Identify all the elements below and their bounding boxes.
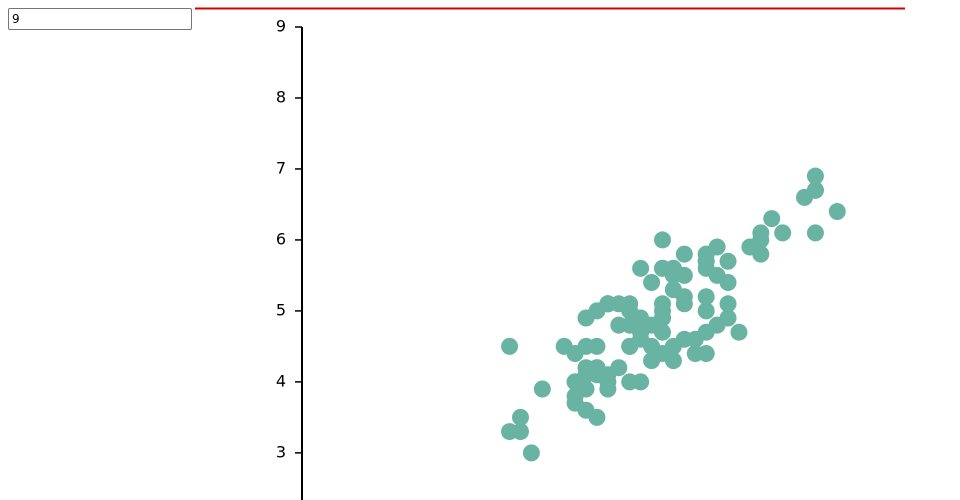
y-tick-label: 4 <box>276 371 286 390</box>
y-tick-label: 6 <box>276 229 286 248</box>
point <box>675 288 693 306</box>
point <box>522 444 540 462</box>
point <box>752 231 770 249</box>
point <box>719 252 737 270</box>
point <box>697 288 715 306</box>
point <box>653 302 671 320</box>
y-tick-label: 3 <box>276 442 286 461</box>
point <box>533 380 551 398</box>
point <box>697 252 715 270</box>
point <box>501 337 519 355</box>
point <box>697 323 715 341</box>
y-tick-label: 8 <box>276 87 286 106</box>
y-tick-label: 9 <box>276 17 286 36</box>
point <box>643 274 661 292</box>
point <box>566 394 584 412</box>
point <box>719 274 737 292</box>
point <box>577 309 595 327</box>
point <box>806 167 824 185</box>
point <box>588 408 606 426</box>
point <box>774 224 792 242</box>
point <box>632 330 650 348</box>
point <box>708 238 726 256</box>
point <box>632 259 650 277</box>
point <box>686 344 704 362</box>
point <box>806 224 824 242</box>
y-tick-label: 7 <box>276 158 286 177</box>
text-input[interactable] <box>8 8 192 30</box>
point <box>566 344 584 362</box>
point <box>752 245 770 263</box>
point <box>511 423 529 441</box>
point <box>653 231 671 249</box>
point <box>697 302 715 320</box>
point <box>806 181 824 199</box>
point <box>610 295 628 313</box>
point <box>566 373 584 391</box>
point <box>675 245 693 263</box>
point <box>643 352 661 370</box>
point <box>588 366 606 384</box>
point <box>828 203 846 221</box>
point <box>632 373 650 391</box>
point <box>664 266 682 284</box>
point <box>730 323 748 341</box>
point <box>511 408 529 426</box>
point <box>763 210 781 228</box>
point <box>719 295 737 313</box>
point <box>621 316 639 334</box>
y-tick-label: 5 <box>276 300 286 319</box>
